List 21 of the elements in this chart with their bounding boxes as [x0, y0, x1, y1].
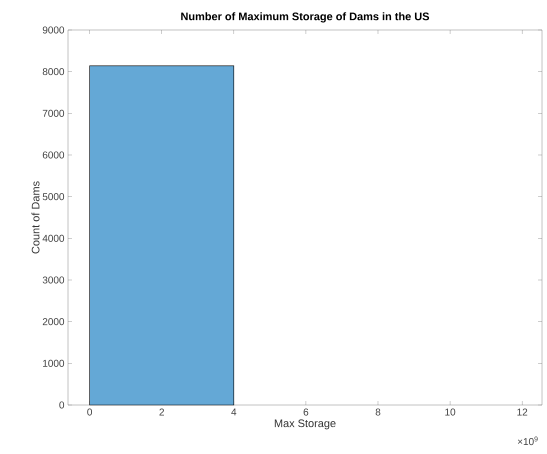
- x-tick-label: 6: [304, 408, 308, 416]
- y-tick-label: 3000: [42, 276, 64, 284]
- y-tick-label: 7000: [42, 110, 64, 117]
- x-tick-label: 12: [517, 408, 528, 416]
- x-tick-label: 4: [231, 408, 236, 416]
- text: ×10$^{9}$: [518, 436, 538, 446]
- chart-title: Number of Maximum Storage of Dams in the US: [181, 12, 430, 23]
- y-tick-label: 4000: [42, 234, 64, 242]
- x-tick-label: 10: [445, 408, 456, 416]
- y-tick-label: 1000: [43, 360, 64, 367]
- y-tick-label: 8000: [42, 68, 64, 76]
- y-tick-label: 2000: [42, 318, 64, 326]
- y-tick-label: 6000: [42, 151, 64, 159]
- x-tick-label: 0: [87, 408, 92, 416]
- y-tick-label: 5000: [42, 193, 64, 200]
- x-axis-title: Max Storage: [274, 419, 336, 430]
- y-axis-title: Count of Dams: [31, 181, 40, 254]
- x-tick-label: 2: [159, 408, 164, 416]
- y-tick-label: 0: [59, 401, 64, 409]
- y-tick-label: 9000: [42, 26, 64, 34]
- x-tick-label: 8: [376, 408, 380, 416]
